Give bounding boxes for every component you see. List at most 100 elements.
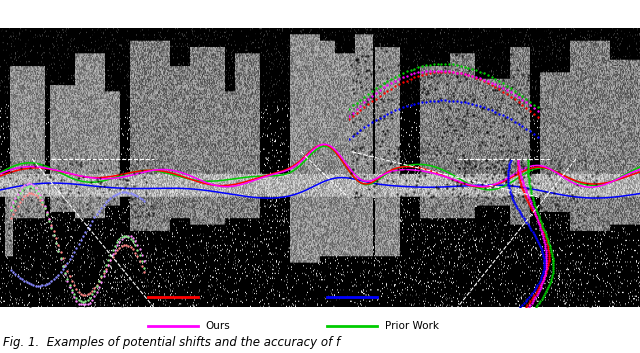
Point bbox=[12, 191, 22, 197]
Point bbox=[414, 174, 424, 179]
Point bbox=[385, 161, 395, 167]
Point bbox=[429, 72, 439, 77]
Point bbox=[456, 229, 467, 235]
Point bbox=[524, 78, 534, 83]
Point bbox=[489, 44, 499, 50]
Point bbox=[548, 263, 558, 268]
Point bbox=[532, 82, 542, 88]
Point bbox=[537, 167, 547, 172]
Point bbox=[17, 187, 27, 193]
Point bbox=[514, 101, 524, 107]
Point bbox=[479, 188, 490, 193]
Point bbox=[540, 270, 550, 276]
Point bbox=[449, 127, 459, 133]
Point bbox=[114, 276, 124, 282]
Point bbox=[455, 183, 465, 188]
Point bbox=[516, 193, 527, 199]
Point bbox=[538, 253, 548, 258]
Point bbox=[535, 106, 545, 112]
Point bbox=[531, 285, 541, 290]
Point bbox=[534, 282, 545, 288]
Point bbox=[535, 225, 545, 231]
Point bbox=[448, 69, 458, 75]
Point bbox=[470, 163, 480, 169]
Point bbox=[476, 296, 486, 301]
Point bbox=[579, 217, 589, 222]
Point bbox=[523, 172, 533, 177]
Point bbox=[429, 70, 439, 75]
Point bbox=[518, 164, 529, 169]
Point bbox=[441, 55, 451, 61]
Point bbox=[379, 115, 389, 121]
Point bbox=[513, 161, 523, 167]
Point bbox=[516, 43, 526, 49]
Point bbox=[506, 94, 516, 100]
Point bbox=[27, 298, 37, 304]
Point bbox=[100, 266, 111, 272]
Point bbox=[109, 214, 119, 219]
Point bbox=[417, 72, 428, 78]
Point bbox=[534, 288, 544, 294]
Point bbox=[525, 292, 536, 298]
Point bbox=[532, 114, 543, 120]
Point bbox=[94, 279, 104, 284]
Point bbox=[90, 215, 100, 220]
Point bbox=[543, 288, 554, 294]
Point bbox=[452, 75, 463, 80]
Point bbox=[53, 242, 63, 248]
Point bbox=[393, 167, 403, 172]
Point bbox=[589, 268, 600, 274]
Point bbox=[508, 207, 518, 212]
Point bbox=[400, 112, 410, 117]
Point bbox=[29, 252, 40, 257]
Point bbox=[513, 136, 523, 142]
Point bbox=[519, 183, 529, 189]
Point bbox=[473, 128, 483, 134]
Point bbox=[67, 259, 77, 264]
Point bbox=[529, 288, 539, 294]
Point bbox=[541, 267, 551, 272]
Point bbox=[541, 255, 552, 261]
Text: Prior Work: Prior Work bbox=[385, 321, 438, 331]
Point bbox=[504, 161, 515, 167]
Point bbox=[528, 298, 538, 304]
Point bbox=[132, 261, 142, 266]
Point bbox=[351, 78, 362, 84]
Point bbox=[532, 55, 543, 61]
Point bbox=[96, 273, 106, 279]
Point bbox=[76, 238, 86, 243]
Point bbox=[15, 165, 26, 170]
Point bbox=[452, 183, 462, 188]
Point bbox=[10, 204, 20, 209]
Point bbox=[55, 185, 65, 191]
Point bbox=[139, 265, 149, 271]
Point bbox=[33, 194, 43, 200]
Point bbox=[148, 210, 158, 216]
Point bbox=[55, 244, 65, 250]
Point bbox=[374, 83, 385, 89]
Point bbox=[36, 267, 47, 273]
Point bbox=[535, 202, 545, 208]
Point bbox=[480, 257, 490, 263]
Point bbox=[353, 56, 364, 62]
Text: Ours: Ours bbox=[205, 321, 230, 331]
Point bbox=[73, 189, 83, 195]
Point bbox=[569, 236, 579, 241]
Point bbox=[491, 60, 501, 66]
Point bbox=[38, 224, 48, 229]
Point bbox=[47, 295, 58, 301]
Point bbox=[451, 115, 461, 120]
Point bbox=[508, 193, 518, 199]
Point bbox=[103, 197, 113, 203]
Point bbox=[129, 228, 139, 233]
Point bbox=[104, 201, 114, 207]
Point bbox=[589, 179, 599, 185]
Point bbox=[64, 293, 74, 299]
Point bbox=[535, 298, 545, 304]
Point bbox=[371, 90, 381, 96]
Point bbox=[8, 211, 18, 217]
Point bbox=[531, 168, 541, 174]
Point bbox=[83, 292, 93, 297]
Point bbox=[448, 61, 458, 67]
Point bbox=[115, 237, 125, 242]
